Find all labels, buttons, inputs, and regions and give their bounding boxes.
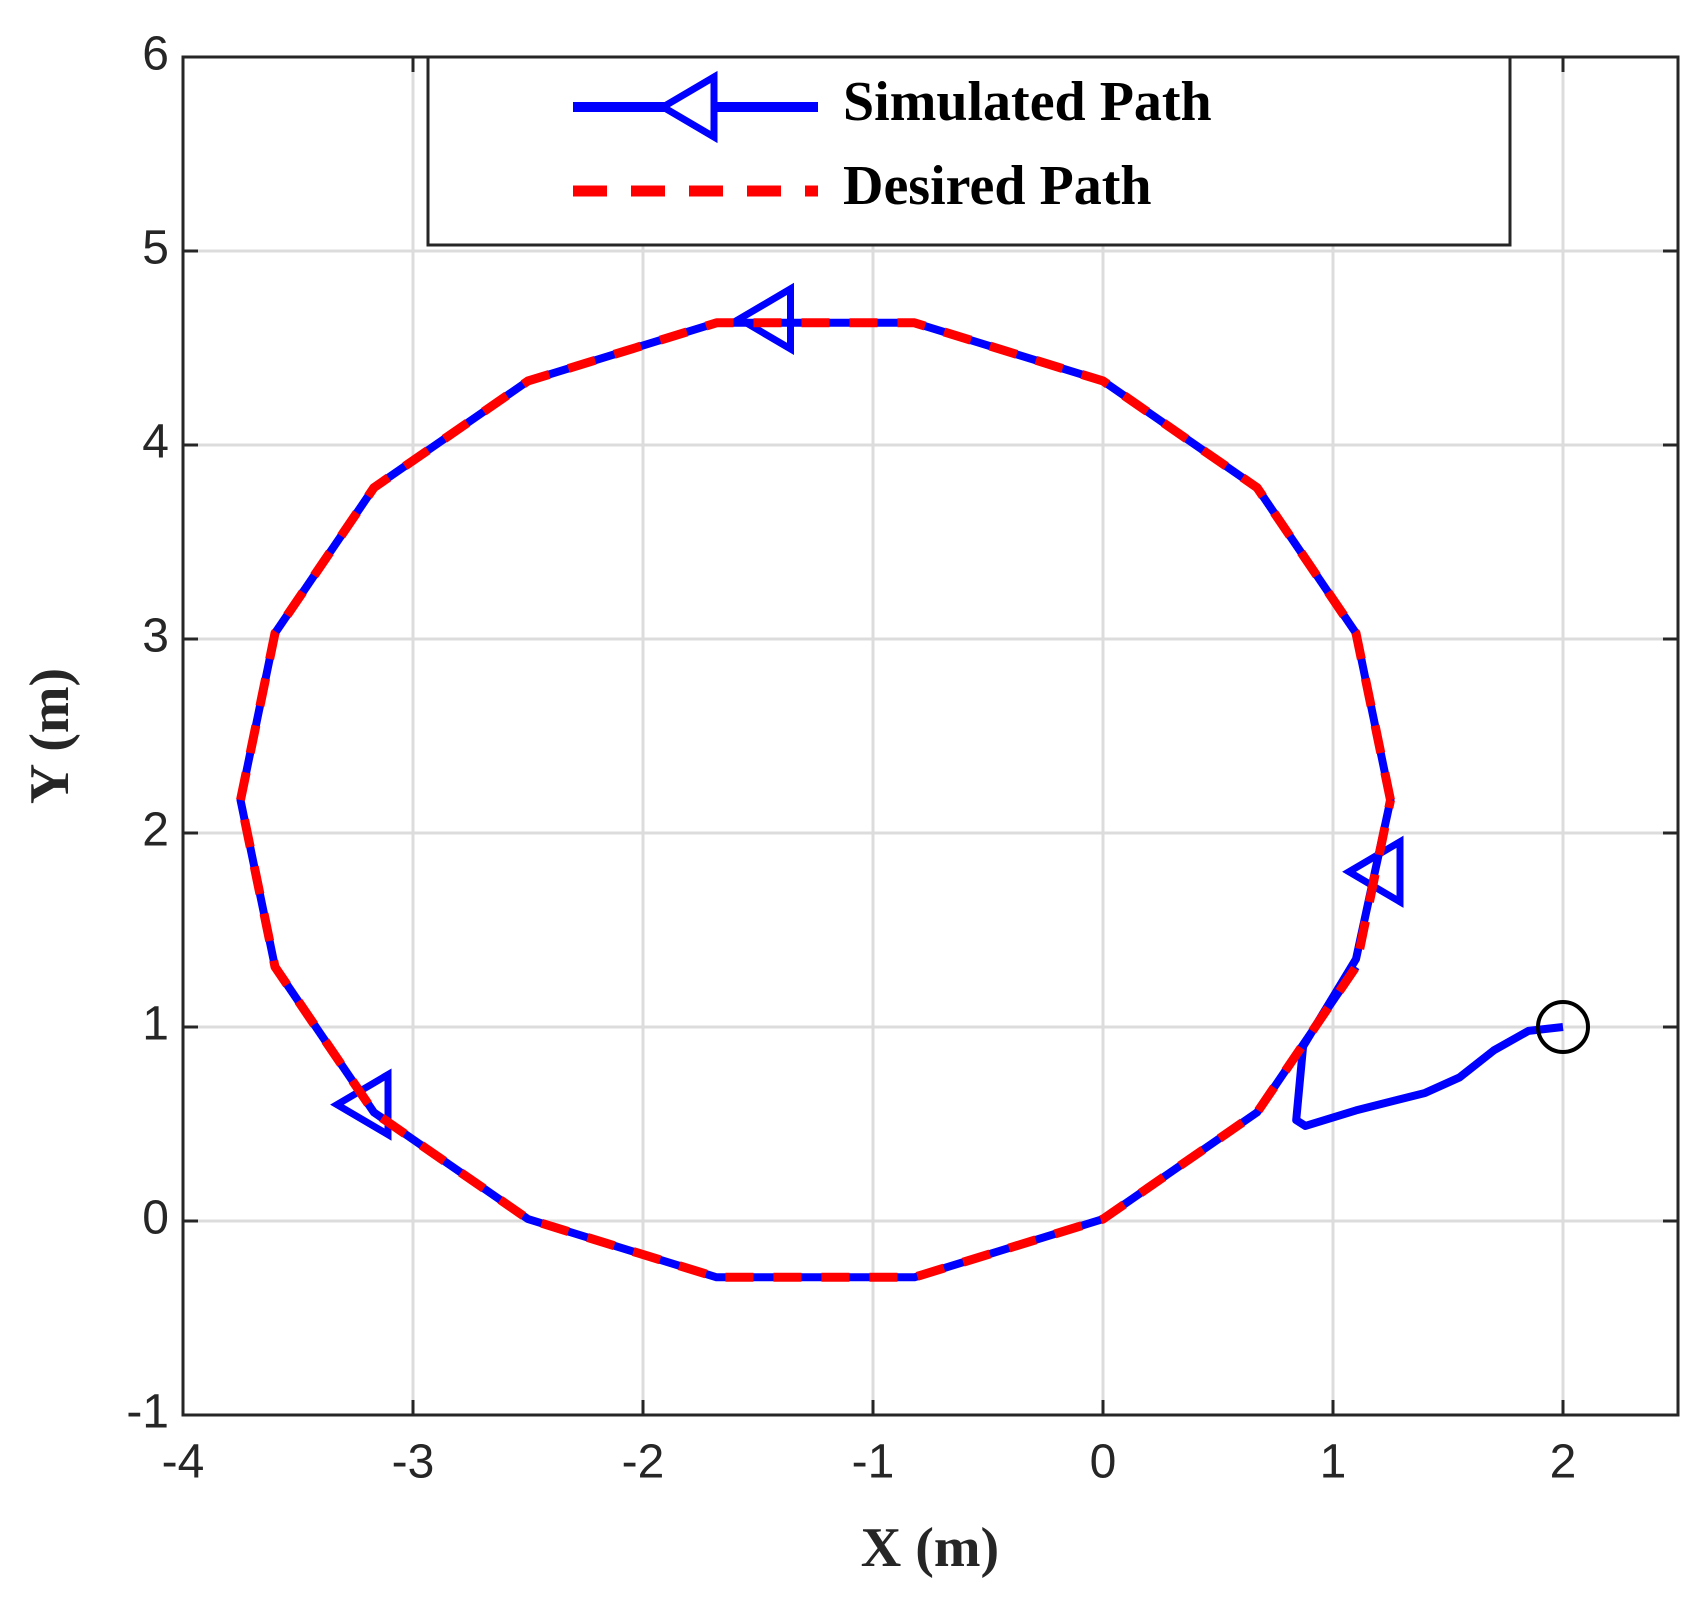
y-tick-label: 4 [142, 416, 169, 469]
x-tick-label: 2 [1550, 1436, 1577, 1489]
series-line [236, 318, 1395, 1282]
x-axis-label: X (m) [861, 1517, 999, 1579]
y-tick-label: 0 [142, 1192, 169, 1245]
legend-box [426, 55, 1512, 247]
marker [732, 282, 794, 356]
y-tick-label: 2 [142, 804, 169, 857]
x-tick-label: 1 [1320, 1436, 1347, 1489]
plot-area [236, 282, 1590, 1282]
x-tick-label: -1 [852, 1436, 895, 1489]
legend-label: Desired Path [843, 155, 1152, 217]
legend-marker [656, 70, 718, 144]
x-tick-label: -4 [162, 1436, 205, 1489]
y-tick-label: -1 [126, 1386, 169, 1439]
legend-label: Simulated Path [843, 71, 1212, 133]
y-tick-label: 3 [142, 610, 169, 663]
start-point [1536, 1000, 1590, 1054]
x-tick-label: -3 [392, 1436, 435, 1489]
y-tick-label: 1 [142, 998, 169, 1051]
x-tick-label: 0 [1090, 1436, 1117, 1489]
x-tick-label: -2 [622, 1436, 665, 1489]
ticks: -4 -3 -2 -1 0 1 2 -1 0 1 2 3 4 5 6 [126, 28, 1678, 1489]
y-tick-label: 5 [142, 222, 169, 275]
legend: Simulated Path Desired Path [426, 55, 1512, 247]
y-axis-label: Y (m) [19, 668, 81, 804]
y-tick-label: 6 [142, 28, 169, 81]
